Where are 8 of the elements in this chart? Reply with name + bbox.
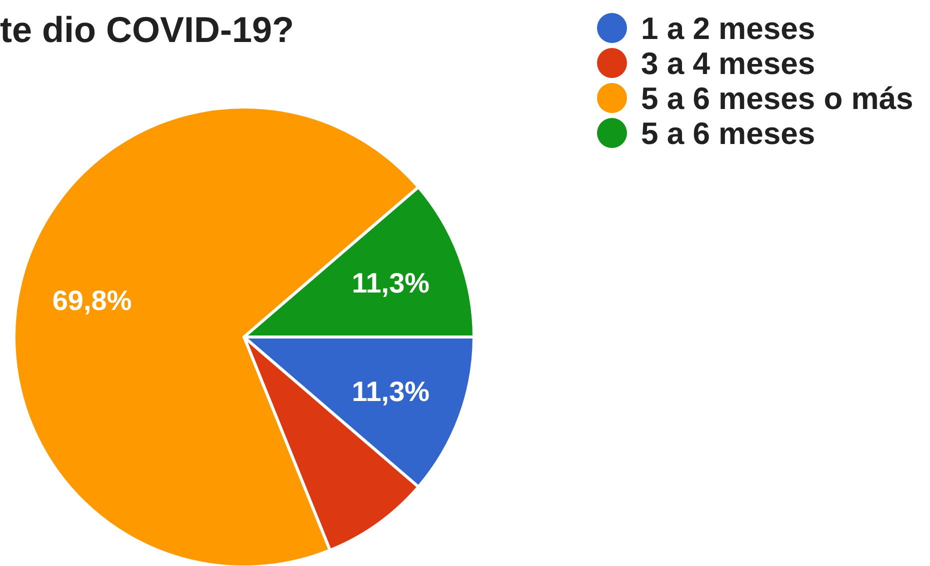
data-label: 11,3%: [352, 376, 430, 408]
legend-label: 1 a 2 meses: [641, 10, 816, 46]
data-label: 11,3%: [352, 267, 430, 298]
data-label: 69,8%: [52, 284, 132, 316]
legend-label: 5 a 6 meses o más: [641, 80, 914, 116]
legend-label: 5 a 6 meses: [641, 116, 816, 151]
chart-title: te dio COVID-19?: [0, 9, 294, 50]
legend-label: 3 a 4 meses: [641, 46, 816, 81]
